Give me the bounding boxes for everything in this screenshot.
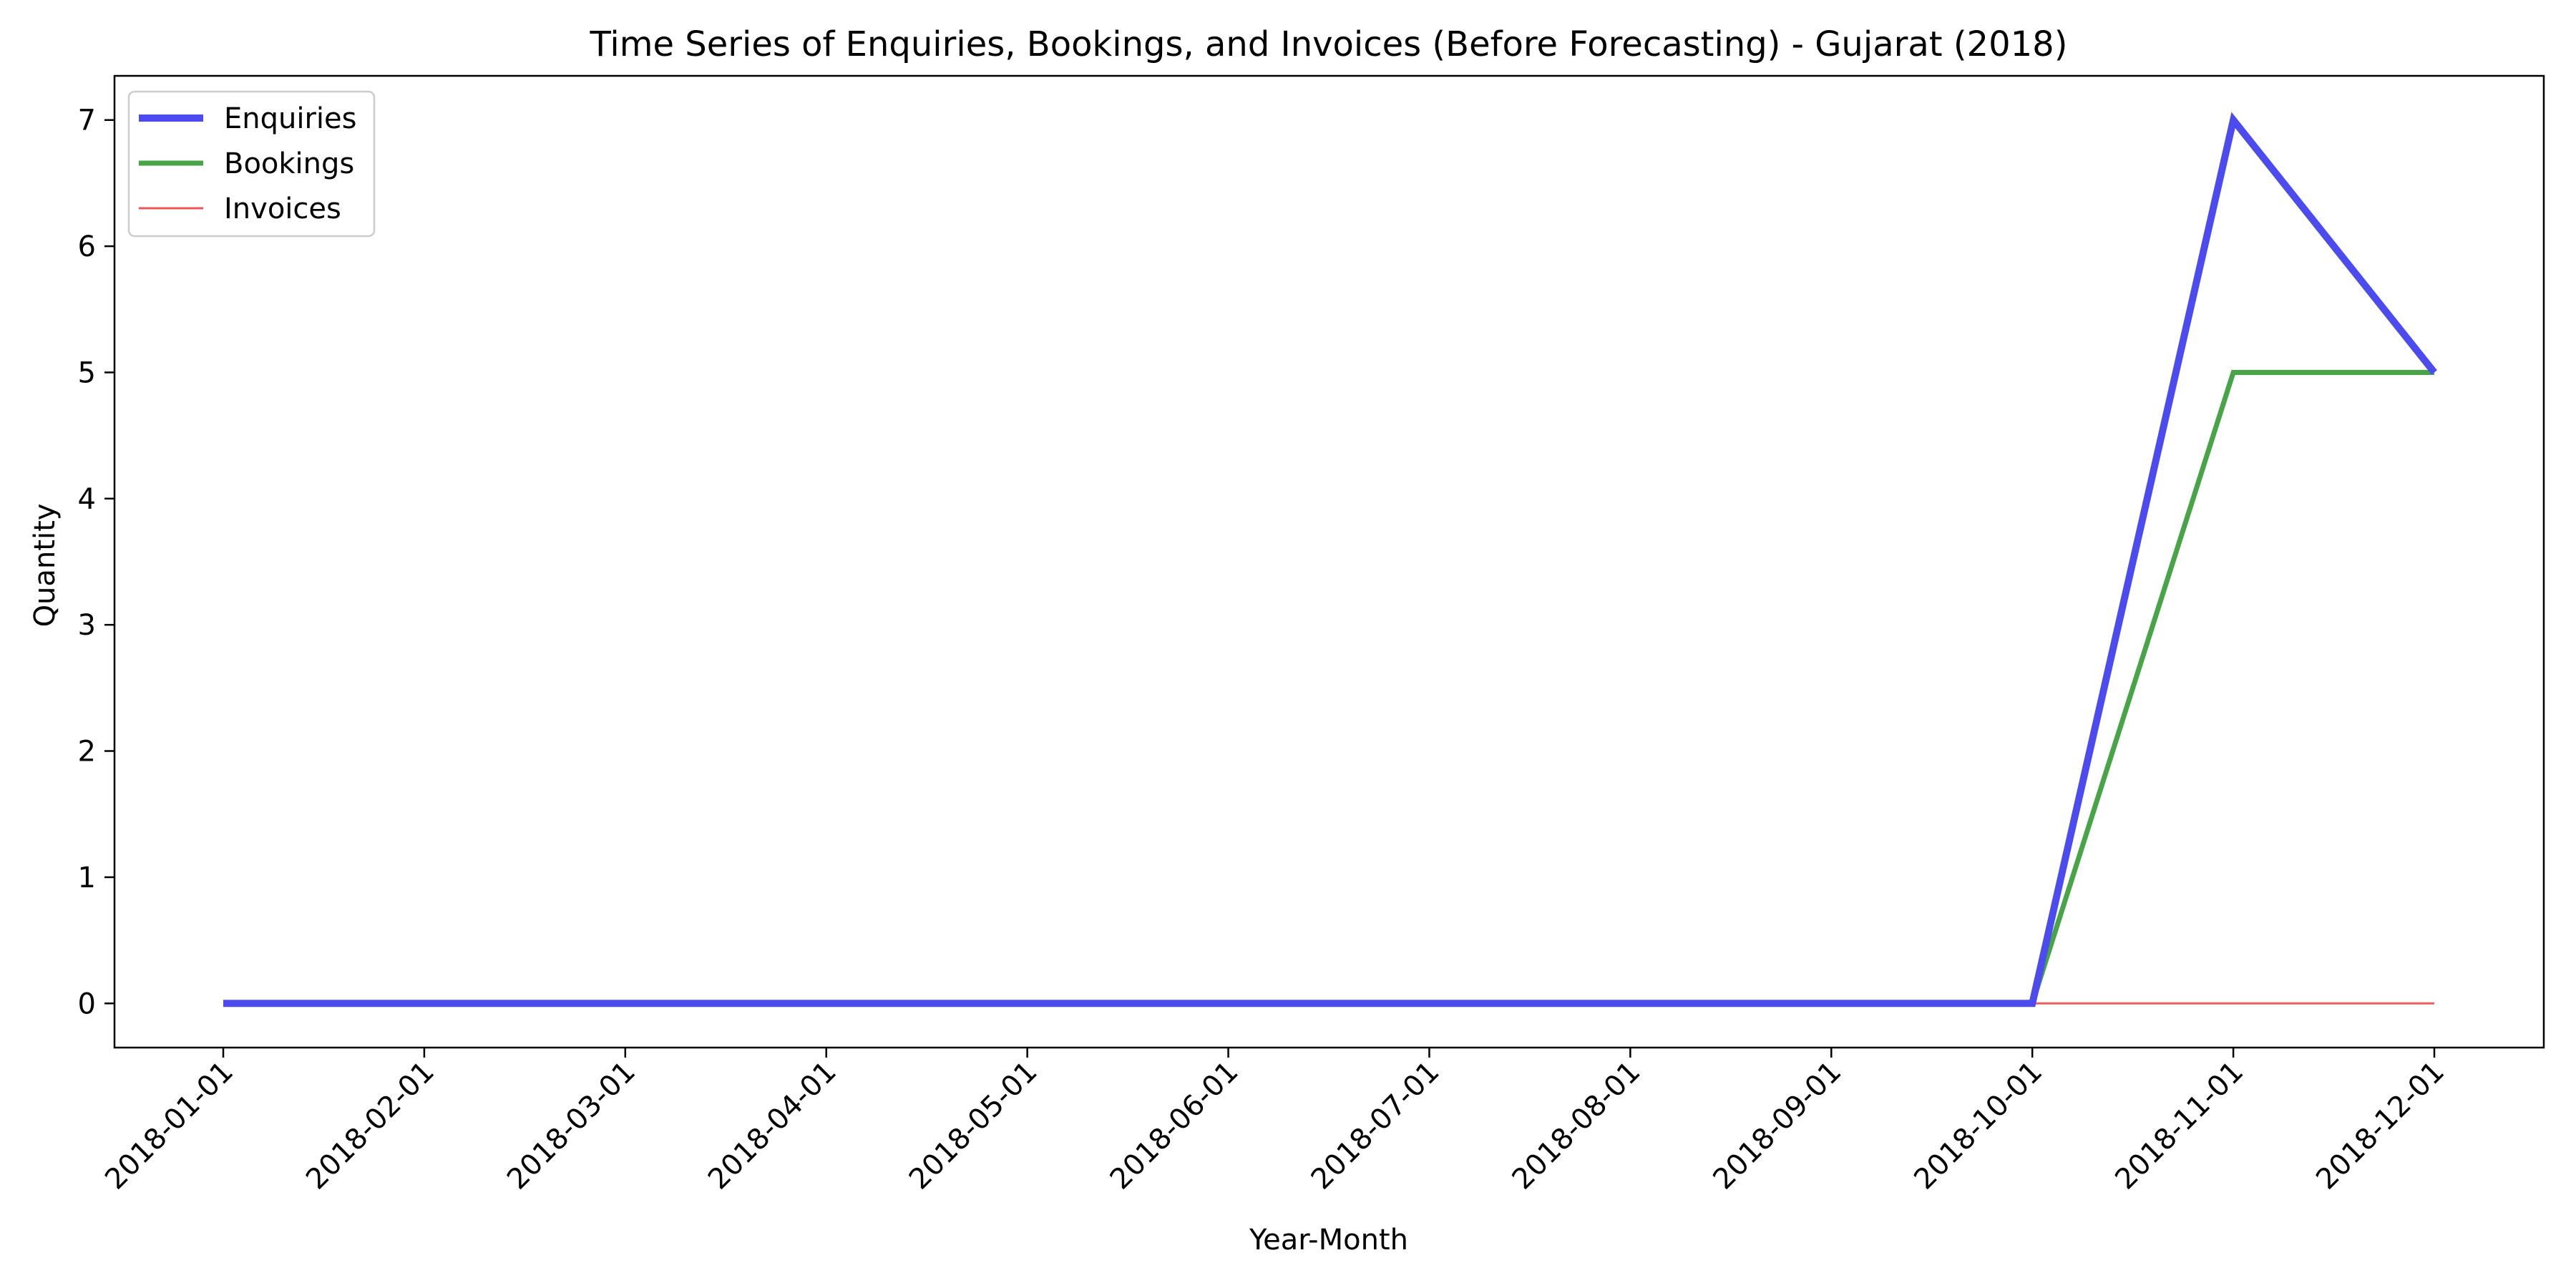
- plot-frame: [113, 74, 2545, 1049]
- x-tick-label: 2018-02-01: [300, 1055, 441, 1196]
- y-axis-label: Quantity: [29, 504, 62, 628]
- x-tick-label: 2018-10-01: [1908, 1055, 2049, 1196]
- chart-title: Time Series of Enquiries, Bookings, and …: [590, 24, 2068, 64]
- x-tick-label: 2018-06-01: [1104, 1055, 1245, 1196]
- legend-box: [127, 90, 376, 238]
- y-tick-label: 4: [78, 483, 96, 516]
- y-tick-label: 2: [78, 736, 96, 769]
- x-tick-label: 2018-03-01: [501, 1055, 642, 1196]
- legend-label-enquiries: Enquiries: [224, 102, 357, 135]
- x-tick-label: 2018-09-01: [1707, 1055, 1848, 1196]
- legend-label-bookings: Bookings: [224, 147, 354, 180]
- x-tick-label: 2018-12-01: [2310, 1055, 2451, 1196]
- y-tick-label: 0: [78, 987, 96, 1020]
- plot-area: 0 1 2 3 4 5 6 7 2018-01-01 2018-02-01 2018-03-01 20…: [78, 74, 2545, 1196]
- x-tick-label: 2018-05-01: [903, 1055, 1044, 1196]
- x-tick-label: 2018-01-01: [99, 1055, 240, 1196]
- x-tick-label: 2018-11-01: [2109, 1055, 2250, 1196]
- legend-label-invoices: Invoices: [224, 192, 341, 225]
- x-tick-label: 2018-07-01: [1305, 1055, 1446, 1196]
- y-tick-label: 7: [78, 104, 96, 137]
- y-tick-label: 1: [78, 862, 96, 894]
- x-tick-label: 2018-08-01: [1506, 1055, 1647, 1196]
- y-tick-label: 3: [78, 609, 96, 642]
- y-tick-label: 6: [78, 230, 96, 263]
- series-line-enquiries: [223, 112, 2437, 1008]
- x-tick-label: 2018-04-01: [702, 1055, 843, 1196]
- legend: Enquiries Bookings Invoices: [127, 90, 376, 238]
- y-tick-label: 5: [78, 356, 96, 389]
- x-axis-label: Year-Month: [1249, 1224, 1408, 1257]
